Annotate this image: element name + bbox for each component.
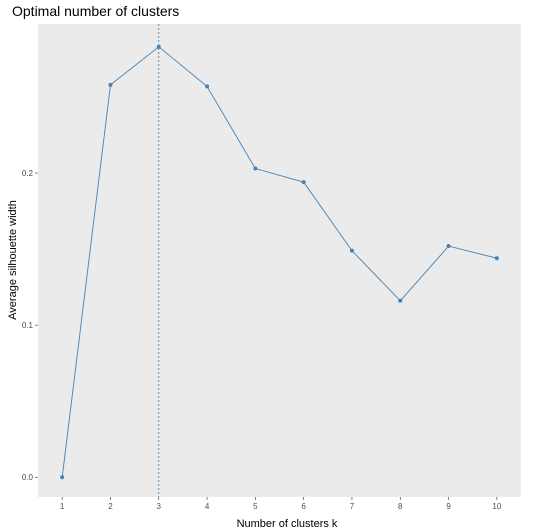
x-tick-label: 8 xyxy=(398,502,403,511)
data-point xyxy=(446,244,451,249)
data-point xyxy=(60,475,65,480)
x-tick-label: 6 xyxy=(301,502,306,511)
y-axis-title: Average silhouette width xyxy=(7,200,19,320)
data-point xyxy=(349,248,354,253)
x-tick-label: 7 xyxy=(350,502,355,511)
chart-title: Optimal number of clusters xyxy=(12,3,179,19)
x-tick-label: 2 xyxy=(108,502,113,511)
series-line xyxy=(61,46,497,478)
y-tick-label: 0.1 xyxy=(22,321,34,330)
data-point xyxy=(301,180,306,185)
data-point xyxy=(253,166,258,171)
x-tick-label: 3 xyxy=(157,502,162,511)
y-tick-label: 0.0 xyxy=(22,473,34,482)
x-tick-label: 5 xyxy=(253,502,258,511)
x-tick-label: 10 xyxy=(492,502,501,511)
x-axis-ticks: 1 2 3 4 5 6 7 8 9 10 xyxy=(60,497,502,511)
x-tick-label: 4 xyxy=(205,502,210,511)
data-point xyxy=(205,84,210,89)
data-point xyxy=(398,298,403,303)
x-axis-title: Number of clusters k xyxy=(237,518,338,530)
y-tick-label: 0.2 xyxy=(22,169,34,178)
points-layer xyxy=(60,44,499,480)
x-tick-label: 9 xyxy=(446,502,451,511)
data-point xyxy=(108,82,113,87)
data-point xyxy=(156,44,161,49)
plot-panel xyxy=(38,24,521,497)
y-axis-ticks: 0.0 0.1 0.2 xyxy=(22,169,38,482)
data-point xyxy=(494,256,499,261)
x-tick-label: 1 xyxy=(60,502,65,511)
series-layer xyxy=(61,46,497,478)
